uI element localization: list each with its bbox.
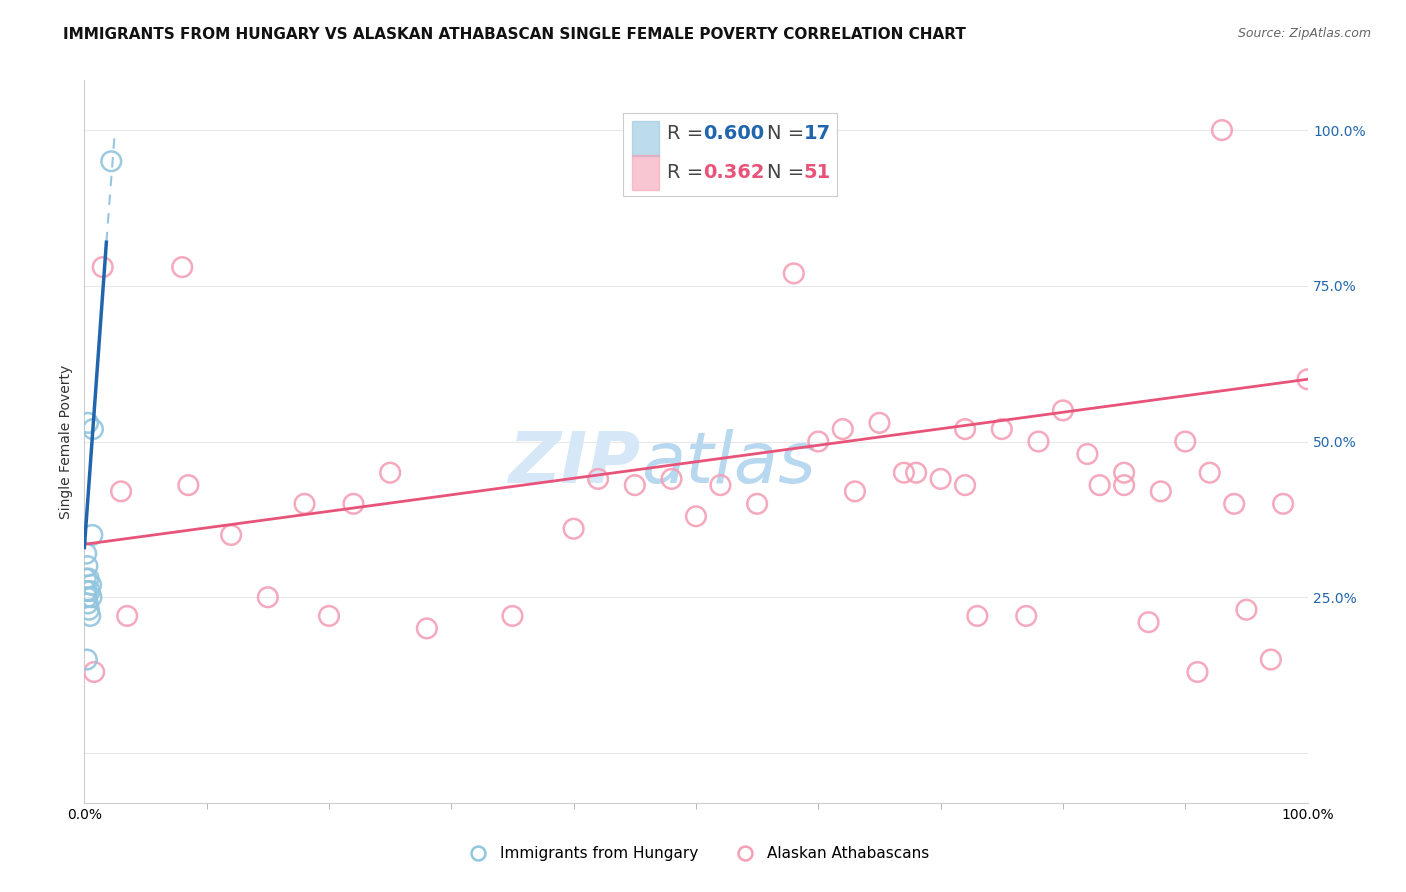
Point [709,478,731,492]
Point [929,472,952,486]
Point [966,609,988,624]
Text: 0.362: 0.362 [703,162,765,182]
Point [75,572,97,586]
Text: 0.600: 0.600 [703,123,765,143]
Point [1174,434,1197,449]
Point [1236,603,1258,617]
Point [1052,403,1074,417]
Text: R =: R = [666,123,709,143]
Point [80,578,103,592]
Point [1114,466,1136,480]
Point [318,609,340,624]
Text: R =: R = [666,162,709,182]
Y-axis label: Single Female Poverty: Single Female Poverty [59,365,73,518]
Point [844,484,866,499]
Point [76,591,98,605]
Point [115,609,138,624]
Point [1187,665,1209,679]
Text: Source: ZipAtlas.com: Source: ZipAtlas.com [1237,27,1371,40]
Point [562,522,585,536]
Point [83,665,105,679]
Point [893,466,915,480]
Point [905,466,928,480]
Text: 17: 17 [804,123,831,143]
Text: IMMIGRANTS FROM HUNGARY VS ALASKAN ATHABASCAN SINGLE FEMALE POVERTY CORRELATION : IMMIGRANTS FROM HUNGARY VS ALASKAN ATHAB… [63,27,966,42]
Point [77,572,100,586]
Point [76,559,98,574]
Point [1272,497,1295,511]
Point [76,584,98,599]
Text: ZIP: ZIP [509,429,641,498]
Point [953,478,976,492]
Point [82,422,104,436]
Point [1137,615,1160,630]
Point [1150,484,1173,499]
Point [110,484,132,499]
Point [219,528,242,542]
Point [77,603,100,617]
Point [91,260,114,274]
Point [177,478,200,492]
Point [1198,466,1220,480]
Point [783,266,806,280]
Text: atlas: atlas [641,429,815,498]
Point [80,591,103,605]
Point [76,652,98,666]
Point [1260,652,1282,666]
Point [991,422,1014,436]
Point [79,609,101,624]
Point [100,154,122,169]
Point [416,621,439,635]
Point [82,528,104,542]
Point [1114,478,1136,492]
Bar [623,112,837,196]
Point [257,591,280,605]
Point [172,260,194,274]
Point [380,466,402,480]
Point [807,434,830,449]
Point [294,497,316,511]
Point [624,478,647,492]
Point [831,422,853,436]
Point [953,422,976,436]
Bar [633,121,659,156]
Text: N =: N = [766,162,810,182]
Point [685,509,707,524]
Point [342,497,364,511]
Point [75,547,97,561]
Text: 51: 51 [804,162,831,182]
Point [869,416,891,430]
Legend: Immigrants from Hungary, Alaskan Athabascans: Immigrants from Hungary, Alaskan Athabas… [456,840,936,867]
Point [747,497,769,511]
Point [1015,609,1038,624]
Point [1223,497,1246,511]
Text: N =: N = [766,123,810,143]
Point [1211,123,1233,137]
Point [1088,478,1111,492]
Point [1076,447,1098,461]
Point [1296,372,1319,386]
Point [79,584,101,599]
Point [586,472,609,486]
Point [502,609,524,624]
Point [76,597,98,611]
Bar [633,155,659,190]
Point [77,416,100,430]
Point [1028,434,1050,449]
Point [661,472,683,486]
